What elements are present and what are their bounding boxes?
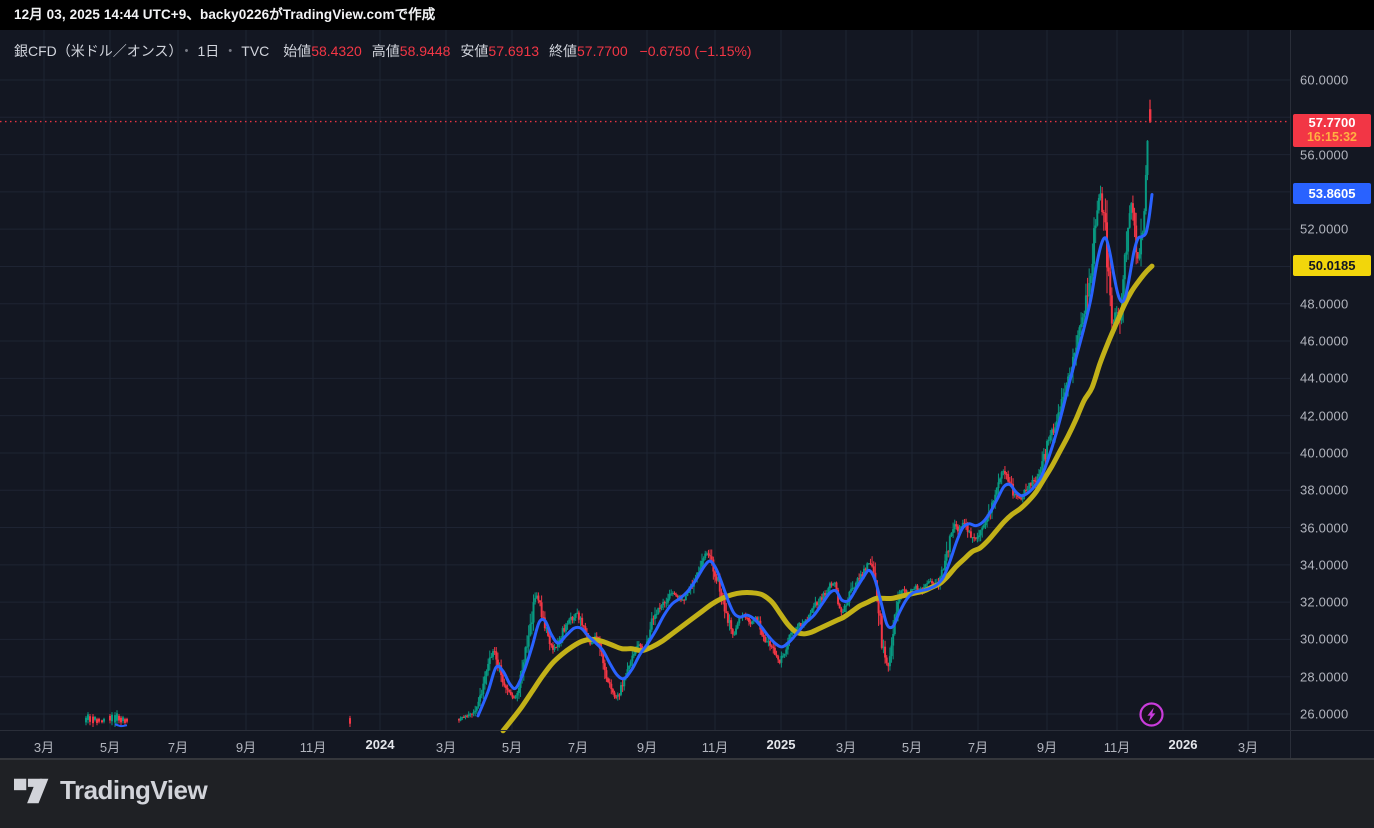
time-axis-month-label: 3月 — [835, 740, 857, 755]
price-tick-label: 34.0000 — [1300, 557, 1349, 573]
price-tick-label: 52.0000 — [1300, 221, 1349, 237]
chart-region: 銀CFD（米ドル／オンス）・ 1日・ TVC 始値58.4320 高値58.9448 安… — [0, 30, 1374, 758]
time-axis-month-label: 9月 — [235, 740, 257, 755]
tradingview-brand-text: TradingView — [60, 775, 208, 805]
attribution-text: 12月 03, 2025 14:44 UTC+9、backy0226がTradi… — [14, 7, 436, 22]
last-price-value: 57.7700 — [1308, 114, 1356, 130]
exchange-label[interactable]: TVC — [241, 43, 270, 59]
time-axis-month-label: 5月 — [99, 740, 121, 755]
price-tick-label: 26.0000 — [1300, 706, 1349, 722]
price-tick-label: 48.0000 — [1300, 296, 1349, 312]
price-tick-label: 46.0000 — [1300, 333, 1349, 349]
time-axis[interactable]: 3月 5月 7月 9月 11月 2024 3月 5月 7月 9月 11月 2025 3月 5月 7月 9月 11… — [0, 730, 1374, 758]
ma-fast-price-label: 53.8605 — [1293, 183, 1371, 205]
time-axis-month-label: 3月 — [33, 740, 55, 755]
price-tick-label: 56.0000 — [1300, 147, 1349, 163]
time-axis-month-label: 7月 — [967, 740, 989, 755]
ohlc-field-label: 始値 — [283, 43, 312, 59]
change-label: −0.6750 (−1.15%) — [639, 43, 752, 59]
interval-label[interactable]: 1日 — [197, 43, 220, 59]
time-axis-month-label: 5月 — [901, 740, 923, 755]
ohlc-field-value: 58.4320 — [311, 43, 362, 59]
price-tick-label: 32.0000 — [1300, 594, 1349, 610]
legend-separator: ・ — [179, 43, 194, 59]
time-axis-month-label: 11月 — [1103, 740, 1131, 755]
price-scale[interactable]: USD 57.7700 16:15:32 53.8605 50.0185 60.… — [1290, 30, 1374, 758]
time-axis-month-label: 11月 — [701, 740, 729, 755]
ohlc-field-value: 57.7700 — [577, 43, 628, 59]
last-price-label: 57.7700 16:15:32 — [1293, 113, 1371, 147]
price-tick-label: 42.0000 — [1300, 408, 1349, 424]
price-tick-label: 60.0000 — [1300, 72, 1349, 88]
time-axis-month-label: 3月 — [435, 740, 457, 755]
time-axis-year-label: 2026 — [1168, 737, 1198, 752]
price-tick-label: 30.0000 — [1300, 631, 1349, 647]
time-axis-month-label: 7月 — [167, 740, 189, 755]
ohlc-field-label: 安値 — [460, 43, 489, 59]
boost-button[interactable] — [1138, 701, 1165, 728]
price-tick-label: 38.0000 — [1300, 482, 1349, 498]
lightning-icon — [1139, 702, 1164, 727]
bar-countdown: 16:15:32 — [1306, 129, 1358, 144]
time-axis-month-label: 7月 — [567, 740, 589, 755]
tradingview-mark-icon — [14, 778, 49, 803]
time-axis-month-label: 5月 — [501, 740, 523, 755]
time-axis-month-label: 3月 — [1237, 740, 1259, 755]
price-tick-label: 36.0000 — [1300, 520, 1349, 536]
attribution-bar: 12月 03, 2025 14:44 UTC+9、backy0226がTradi… — [0, 0, 1374, 30]
price-tick-label: 40.0000 — [1300, 445, 1349, 461]
price-tick-label: 28.0000 — [1300, 669, 1349, 685]
ohlc-field-value: 57.6913 — [488, 43, 540, 59]
symbol-title[interactable]: 銀CFD（米ドル／オンス） — [14, 43, 176, 59]
footer-bar: TradingView — [0, 758, 1374, 828]
symbol-legend: 銀CFD（米ドル／オンス）・ 1日・ TVC 始値58.4320 高値58.9448 安… — [14, 41, 752, 61]
ohlc-field-value: 58.9448 — [399, 43, 451, 59]
time-axis-year-label: 2024 — [365, 737, 395, 752]
tradingview-logo[interactable]: TradingView — [14, 775, 208, 806]
price-tick-label: 44.0000 — [1300, 370, 1349, 386]
ohlc-field-label: 高値 — [371, 43, 400, 59]
ohlc-fields: 始値58.4320 高値58.9448 安値57.6913 終値57.7700 — [273, 43, 627, 59]
time-axis-month-label: 9月 — [636, 740, 658, 755]
time-axis-year-label: 2025 — [766, 737, 796, 752]
time-axis-month-label: 11月 — [299, 740, 327, 755]
ohlc-field-label: 終値 — [549, 43, 578, 59]
price-chart-canvas[interactable] — [0, 30, 1374, 758]
ma-slow-price-label: 50.0185 — [1293, 255, 1371, 277]
time-axis-month-label: 9月 — [1036, 740, 1058, 755]
legend-separator: ・ — [223, 43, 238, 59]
